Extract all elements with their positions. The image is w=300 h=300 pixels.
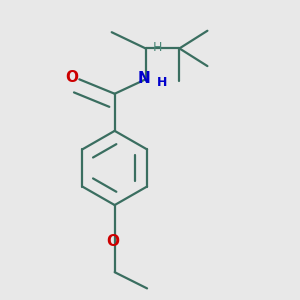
Text: H: H [157, 76, 167, 89]
Text: O: O [65, 70, 79, 86]
Text: N: N [138, 71, 151, 86]
Text: O: O [107, 234, 120, 249]
Text: H: H [153, 41, 162, 54]
